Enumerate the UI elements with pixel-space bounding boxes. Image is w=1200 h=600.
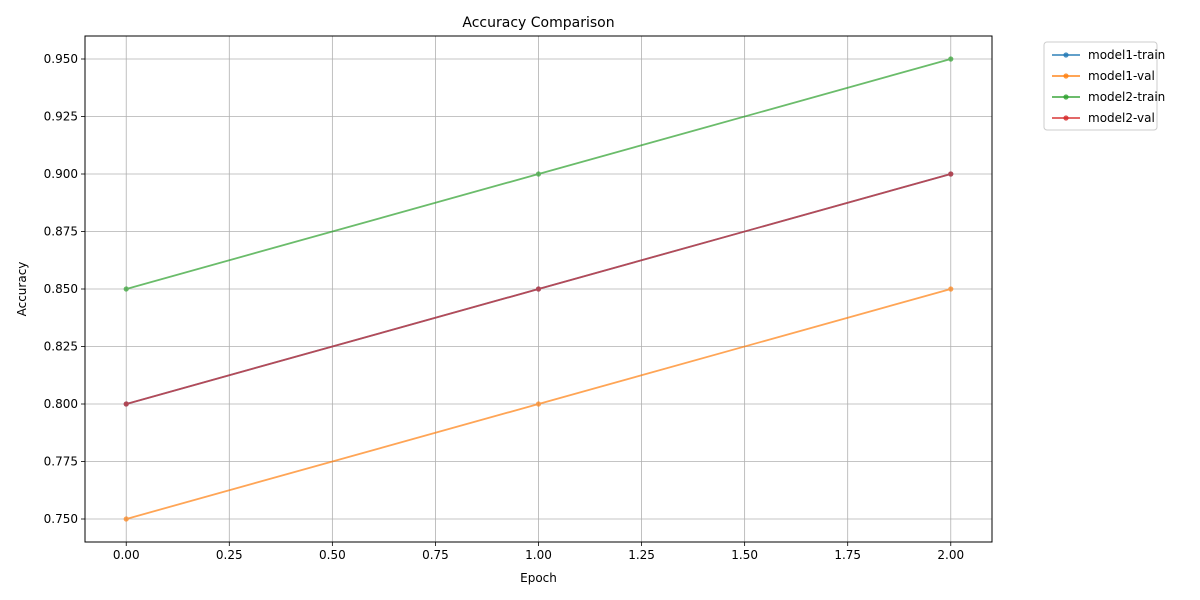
data-point xyxy=(948,171,954,177)
legend-swatch-marker xyxy=(1063,94,1069,100)
y-axis-ticks: 0.750 0.775 0.800 0.825 0.850 0.875 0.900 0.925… xyxy=(44,52,85,526)
legend-swatch-marker xyxy=(1063,52,1069,58)
legend-item: model2-train xyxy=(1052,90,1165,104)
legend-item: model2-val xyxy=(1052,111,1155,125)
data-point xyxy=(123,401,129,407)
legend-item: model1-train xyxy=(1052,48,1165,62)
legend-swatch-marker xyxy=(1063,115,1069,121)
legend: model1-train model1-val model2-train model2… xyxy=(1043,41,1165,131)
x-tick-label: 1.75 xyxy=(834,548,861,562)
legend-label: model2-val xyxy=(1088,111,1155,125)
y-axis-label: Accuracy xyxy=(15,262,29,317)
y-tick-label: 0.900 xyxy=(44,167,78,181)
series-model2-train xyxy=(123,56,954,292)
y-tick-label: 0.750 xyxy=(44,512,78,526)
x-axis-label: Epoch xyxy=(520,571,557,585)
y-tick-label: 0.925 xyxy=(44,110,78,124)
series-layer xyxy=(123,56,954,522)
x-tick-label: 0.50 xyxy=(319,548,346,562)
y-tick-label: 0.800 xyxy=(44,397,78,411)
legend-item: model1-val xyxy=(1052,69,1155,83)
data-point xyxy=(123,286,129,292)
data-point xyxy=(535,286,542,292)
x-axis-ticks: 0.00 0.25 0.50 0.75 1.00 1.25 1.50 1.75 2.00 xyxy=(113,542,964,562)
x-tick-label: 1.50 xyxy=(731,548,758,562)
data-point xyxy=(123,516,129,522)
legend-swatch-marker xyxy=(1063,73,1069,79)
y-tick-label: 0.950 xyxy=(44,52,78,66)
series-model1-val xyxy=(123,286,954,522)
legend-label: model1-val xyxy=(1088,69,1155,83)
x-tick-label: 2.00 xyxy=(937,548,964,562)
x-tick-label: 1.25 xyxy=(628,548,655,562)
x-tick-label: 0.75 xyxy=(422,548,449,562)
y-tick-label: 0.875 xyxy=(44,225,78,239)
legend-label: model2-train xyxy=(1088,90,1165,104)
data-point xyxy=(535,401,542,407)
chart-title: Accuracy Comparison xyxy=(462,15,614,31)
data-point xyxy=(535,171,542,177)
x-tick-label: 0.25 xyxy=(216,548,243,562)
y-tick-label: 0.850 xyxy=(44,282,78,296)
x-tick-label: 0.00 xyxy=(113,548,140,562)
legend-label: model1-train xyxy=(1088,48,1165,62)
y-tick-label: 0.825 xyxy=(44,340,78,354)
y-tick-label: 0.775 xyxy=(44,455,78,469)
legend-frame xyxy=(1043,41,1158,131)
x-tick-label: 1.00 xyxy=(525,548,552,562)
series-model2-val xyxy=(123,171,954,407)
data-point xyxy=(948,56,954,62)
data-point xyxy=(948,286,954,292)
